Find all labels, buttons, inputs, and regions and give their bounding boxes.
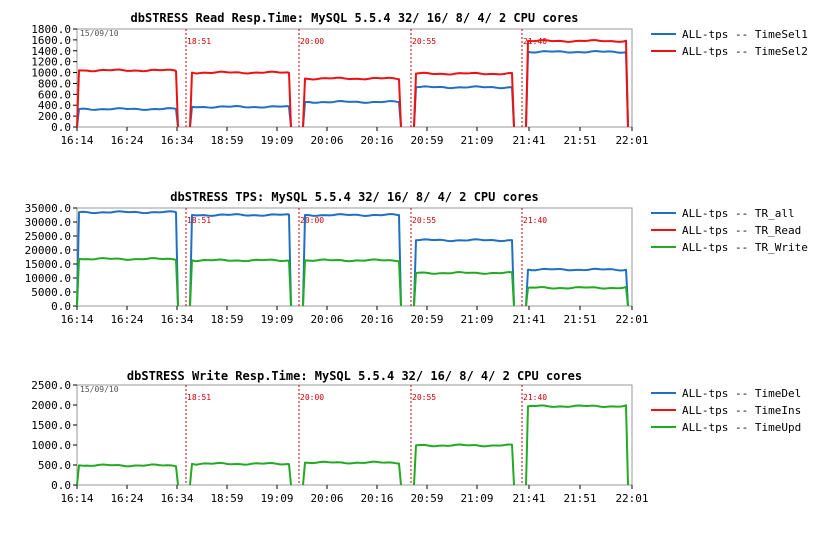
y-tick-label: 400.0: [38, 99, 71, 112]
y-tick-label: 5000.0: [31, 286, 71, 299]
chart-title: dbSTRESS Read Resp.Time: MySQL 5.5.4 32/…: [131, 11, 579, 25]
chart-panel-1: dbSTRESS Read Resp.Time: MySQL 5.5.4 32/…: [31, 11, 808, 147]
x-tick-label: 16:14: [60, 492, 93, 505]
time-marker-label: 21:40: [523, 393, 547, 402]
y-tick-label: 0.0: [51, 479, 71, 492]
plot-frame: [76, 207, 633, 307]
x-tick-label: 20:59: [410, 313, 443, 326]
time-marker-label: 21:40: [523, 216, 547, 225]
x-tick-label: 18:59: [210, 313, 243, 326]
x-tick-label: 21:41: [512, 492, 545, 505]
chart-panel-2: dbSTRESS TPS: MySQL 5.5.4 32/ 16/ 8/ 4/ …: [25, 190, 808, 326]
y-tick-label: 800.0: [38, 77, 71, 90]
x-tick-label: 19:09: [260, 313, 293, 326]
x-tick-label: 19:09: [260, 134, 293, 147]
y-tick-label: 15000.0: [25, 258, 71, 271]
time-marker-label: 20:00: [300, 216, 324, 225]
y-tick-label: 10000.0: [25, 272, 71, 285]
plot-frame: [76, 384, 633, 486]
y-tick-label: 1200.0: [31, 56, 71, 69]
x-tick-label: 21:51: [563, 492, 596, 505]
x-tick-label: 21:09: [460, 134, 493, 147]
x-tick-label: 20:16: [360, 492, 393, 505]
y-tick-label: 1400.0: [31, 45, 71, 58]
x-tick-label: 21:51: [563, 134, 596, 147]
time-marker-label: 18:51: [187, 216, 211, 225]
x-tick-label: 20:59: [410, 492, 443, 505]
x-tick-label: 16:14: [60, 134, 93, 147]
legend-label: ALL-tps -- TimeDel: [682, 387, 801, 400]
x-tick-label: 20:06: [310, 492, 343, 505]
time-marker-label: 18:51: [187, 37, 211, 46]
x-tick-label: 21:51: [563, 313, 596, 326]
y-tick-label: 600.0: [38, 88, 71, 101]
x-tick-label: 21:09: [460, 313, 493, 326]
x-tick-label: 20:06: [310, 134, 343, 147]
series-line-TR_Write: [76, 257, 629, 307]
y-tick-label: 200.0: [38, 110, 71, 123]
y-tick-label: 1000.0: [31, 67, 71, 80]
y-tick-label: 1600.0: [31, 34, 71, 47]
x-tick-label: 21:41: [512, 134, 545, 147]
x-tick-label: 20:16: [360, 313, 393, 326]
legend-label: ALL-tps -- TR_all: [682, 207, 795, 220]
legend-label: ALL-tps -- TR_Read: [682, 224, 801, 237]
y-tick-label: 0.0: [51, 121, 71, 134]
y-tick-label: 1800.0: [31, 23, 71, 36]
time-marker-label: 20:55: [412, 216, 436, 225]
series-line-TimeSel1: [76, 50, 629, 128]
y-tick-label: 30000.0: [25, 216, 71, 229]
series-line-TimeSel2: [76, 39, 629, 128]
plot-frame: [76, 28, 633, 128]
x-tick-label: 16:34: [160, 134, 193, 147]
x-tick-label: 16:34: [160, 313, 193, 326]
x-tick-label: 16:14: [60, 313, 93, 326]
x-tick-label: 20:06: [310, 313, 343, 326]
x-tick-label: 18:59: [210, 492, 243, 505]
date-stamp: 15/09/10: [80, 385, 119, 394]
date-stamp: 15/09/10: [80, 29, 119, 38]
series-line-TR_all: [76, 210, 629, 307]
y-tick-label: 500.0: [38, 459, 71, 472]
x-tick-label: 21:41: [512, 313, 545, 326]
y-tick-label: 0.0: [51, 300, 71, 313]
legend-label: ALL-tps -- TimeSel2: [682, 45, 808, 58]
x-tick-label: 22:01: [615, 134, 648, 147]
y-tick-label: 2000.0: [31, 399, 71, 412]
y-tick-label: 35000.0: [25, 202, 71, 215]
x-tick-label: 16:24: [110, 313, 143, 326]
x-tick-label: 20:16: [360, 134, 393, 147]
x-tick-label: 16:24: [110, 492, 143, 505]
x-tick-label: 21:09: [460, 492, 493, 505]
chart-title: dbSTRESS TPS: MySQL 5.5.4 32/ 16/ 8/ 4/ …: [170, 190, 538, 204]
time-marker-label: 20:55: [412, 37, 436, 46]
y-tick-label: 1500.0: [31, 419, 71, 432]
x-tick-label: 19:09: [260, 492, 293, 505]
legend-label: ALL-tps -- TimeSel1: [682, 28, 808, 41]
time-marker-label: 20:00: [300, 37, 324, 46]
legend-label: ALL-tps -- TimeUpd: [682, 421, 801, 434]
series-line-TimeUpd: [76, 404, 629, 486]
legend-label: ALL-tps -- TimeIns: [682, 404, 801, 417]
time-marker-label: 18:51: [187, 393, 211, 402]
time-marker-label: 20:00: [300, 393, 324, 402]
x-tick-label: 16:24: [110, 134, 143, 147]
x-tick-label: 22:01: [615, 492, 648, 505]
x-tick-label: 22:01: [615, 313, 648, 326]
x-tick-label: 20:59: [410, 134, 443, 147]
x-tick-label: 18:59: [210, 134, 243, 147]
time-marker-label: 20:55: [412, 393, 436, 402]
legend-label: ALL-tps -- TR_Write: [682, 241, 808, 254]
chart-panel-3: dbSTRESS Write Resp.Time: MySQL 5.5.4 32…: [31, 369, 801, 505]
y-tick-label: 20000.0: [25, 244, 71, 257]
y-tick-label: 25000.0: [25, 230, 71, 243]
chart-title: dbSTRESS Write Resp.Time: MySQL 5.5.4 32…: [127, 369, 582, 383]
y-tick-label: 2500.0: [31, 379, 71, 392]
x-tick-label: 16:34: [160, 492, 193, 505]
y-tick-label: 1000.0: [31, 439, 71, 452]
